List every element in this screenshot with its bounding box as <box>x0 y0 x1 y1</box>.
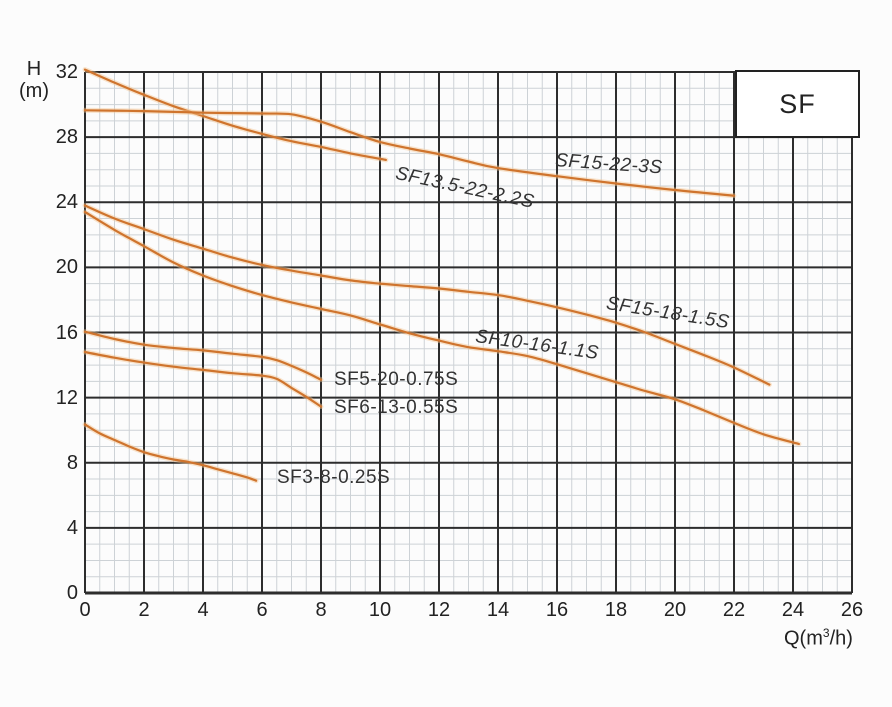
curve-sf10-16-1-1s <box>83 210 800 446</box>
y-tick-label-8: 8 <box>66 451 78 474</box>
curve-sf5-20-0-75s <box>83 330 323 381</box>
x-tick-label-14: 14 <box>486 599 510 621</box>
x-tick-label-12: 12 <box>427 599 451 621</box>
x-axis-title: Q(m3/h) <box>784 626 853 651</box>
y-tick-label-24: 24 <box>55 191 78 214</box>
x-tick-label-0: 0 <box>79 599 91 621</box>
curve-sf3-8-0-25s <box>83 423 258 482</box>
x-tick-label-4: 4 <box>197 599 209 621</box>
x-tick-label-8: 8 <box>315 599 327 621</box>
series-family-label: SF <box>779 88 816 119</box>
curve-label-sf6-13-0-55s: SF6-13-0.55S <box>334 397 459 418</box>
x-tick-label-6: 6 <box>256 599 268 621</box>
x-tick-label-2: 2 <box>138 599 150 621</box>
y-axis-title-symbol: H <box>26 58 42 80</box>
curve-sf15-18-1-5s <box>83 204 771 386</box>
curve-label-sf5-20-0-75s: SF5-20-0.75S <box>334 369 459 390</box>
x-axis-title-end: /h) <box>829 627 853 650</box>
y-tick-label-16: 16 <box>55 321 78 344</box>
x-tick-label-22: 22 <box>722 599 746 621</box>
curve-halo-sf15-18-1-5s <box>82 203 772 388</box>
curve-sf6-13-0-55s <box>83 350 323 408</box>
x-tick-label-26: 26 <box>840 599 864 621</box>
y-tick-label-4: 4 <box>66 516 78 539</box>
y-tick-label-20: 20 <box>55 256 78 279</box>
curve-label-sf3-8-0-25s: SF3-8-0.25S <box>277 467 391 488</box>
x-axis-title-main: Q(m <box>784 627 823 650</box>
y-tick-label-32: 32 <box>55 61 78 83</box>
x-tick-label-24: 24 <box>781 599 805 621</box>
curve-sf15-22-3s <box>83 109 736 197</box>
y-axis-title-unit: (m) <box>19 80 49 102</box>
x-tick-label-10: 10 <box>368 599 392 621</box>
y-tick-label-0: 0 <box>66 582 78 604</box>
y-axis-title: H (m) <box>12 58 56 102</box>
x-axis-title-sup: 3 <box>822 626 830 640</box>
y-tick-label-28: 28 <box>55 126 78 149</box>
x-tick-label-20: 20 <box>663 599 687 621</box>
series-family-box: SF <box>735 70 860 138</box>
x-tick-label-18: 18 <box>604 599 628 621</box>
x-tick-label-16: 16 <box>545 599 569 621</box>
curve-sf13-5-22-2-2s <box>83 68 387 161</box>
y-tick-label-12: 12 <box>55 386 78 409</box>
